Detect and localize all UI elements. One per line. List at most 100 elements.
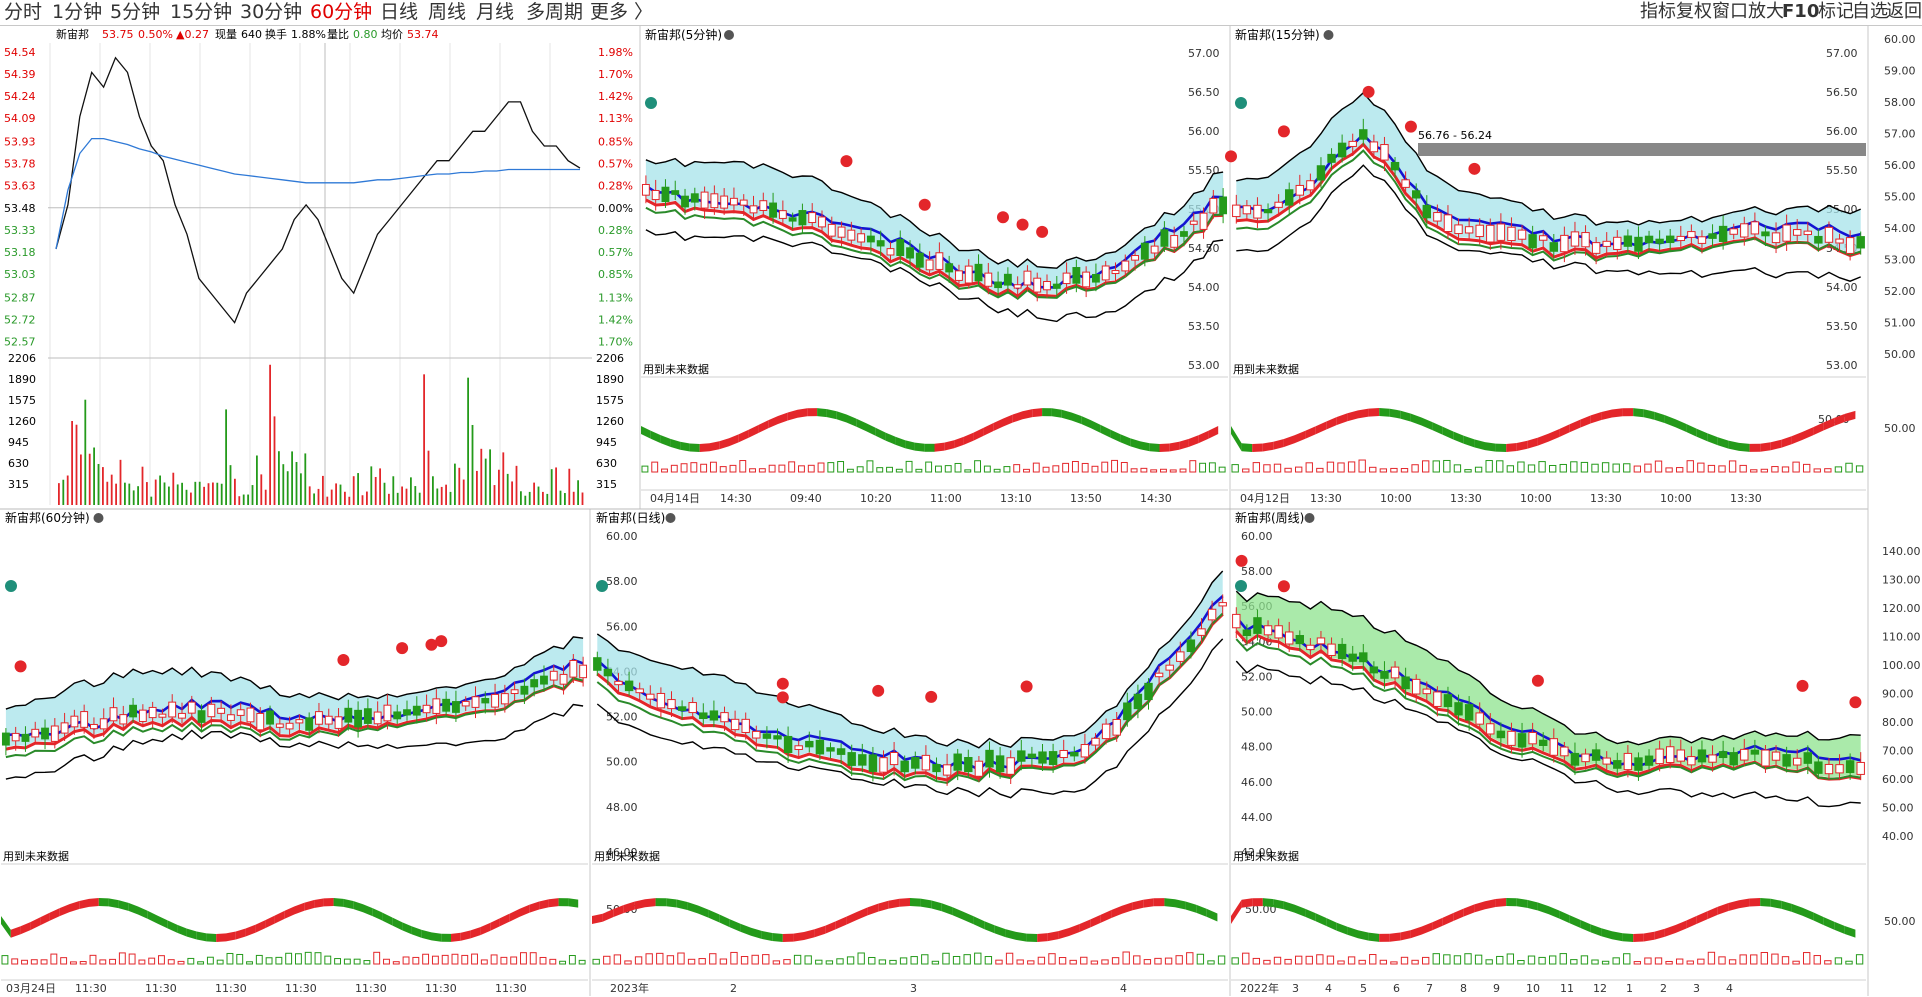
- indicator-wave-segment: [1164, 898, 1175, 908]
- indicator-wave-segment: [857, 907, 868, 920]
- period-tab-30min[interactable]: 30分钟: [240, 1, 303, 23]
- more-arrow-icon[interactable]: 〉: [634, 1, 654, 23]
- signal-badge-icon: [1020, 680, 1033, 693]
- adjust-button[interactable]: 复权: [1676, 1, 1712, 22]
- period-tab-1min[interactable]: 1分钟: [52, 1, 103, 23]
- candle-body: [1771, 751, 1781, 761]
- back-button[interactable]: 返回: [1886, 1, 1922, 22]
- indicator-wave-segment: [1453, 908, 1464, 921]
- volume-tick-label: 2206: [8, 352, 36, 365]
- indicator-wave-segment: [1368, 932, 1380, 942]
- bollinger-lower-line: [1235, 660, 1861, 808]
- indicator-histogram-bar: [730, 951, 738, 965]
- indicator-histogram-bar: [1591, 959, 1599, 965]
- indicator-wave-segment: [761, 930, 773, 941]
- indicator-wave-segment: [689, 443, 700, 452]
- indicator-wave-segment: [1601, 928, 1612, 940]
- volume-bar: [568, 468, 571, 505]
- signal-badge-icon: [1235, 554, 1248, 567]
- candle-body: [1348, 140, 1357, 147]
- buy-signal-icon: [645, 97, 657, 109]
- volume-tick-label: 315: [8, 478, 29, 491]
- indicator-histogram-bar: [634, 956, 643, 965]
- candle-body: [363, 708, 372, 724]
- volume-bar: [194, 481, 197, 505]
- indicator-histogram-bar: [827, 462, 835, 473]
- x-tick-label: 14:30: [1140, 492, 1172, 505]
- indicator-wave-segment: [1474, 901, 1485, 913]
- indicator-histogram-bar: [1273, 463, 1282, 473]
- candle-body: [481, 698, 490, 704]
- indicator-histogram-bar: [1400, 468, 1409, 473]
- indicator-histogram-bar: [392, 961, 400, 965]
- candle-body: [50, 725, 59, 742]
- watchlist-button[interactable]: 自选: [1852, 1, 1888, 22]
- candle-body: [275, 723, 284, 728]
- indicator-histogram-bar: [539, 956, 547, 965]
- indicator-wave-segment: [1110, 429, 1121, 443]
- indicator-histogram-bar: [1390, 961, 1398, 965]
- candle-body: [1517, 229, 1527, 240]
- indicator-histogram-bar: [1728, 959, 1737, 965]
- candle-body: [1729, 752, 1738, 766]
- volume-bar: [352, 476, 355, 505]
- period-tab-more[interactable]: 更多: [590, 1, 629, 23]
- volume-bar: [383, 482, 386, 505]
- ma-green-line: [1236, 149, 1862, 263]
- signal-badge-icon: [425, 638, 438, 651]
- volume-bar: [577, 480, 579, 505]
- indicator-wave-segment: [431, 932, 442, 942]
- indicator-histogram-bar: [1654, 460, 1663, 473]
- indicator-wave-segment: [245, 924, 256, 937]
- signal-badge-icon: [1362, 85, 1375, 98]
- indicator-histogram-bar: [1781, 956, 1790, 965]
- f10-button[interactable]: F10: [1782, 1, 1820, 22]
- pct-tick-label: 0.85%: [598, 136, 633, 149]
- indicator-histogram-bar: [1707, 464, 1716, 473]
- indicator-histogram-bar: [645, 953, 653, 965]
- candle-body: [805, 740, 814, 748]
- zoom-button[interactable]: 放大: [1748, 1, 1784, 22]
- candle-body: [1835, 764, 1844, 774]
- candle-body: [994, 281, 1003, 289]
- candle-body: [1771, 232, 1781, 244]
- period-tab-week[interactable]: 周线: [428, 1, 467, 23]
- period-tab-month[interactable]: 月线: [476, 1, 515, 23]
- period-tab-5min[interactable]: 5分钟: [110, 1, 161, 23]
- candle-body: [1570, 752, 1580, 766]
- candle-body: [520, 685, 529, 695]
- candle-body: [749, 205, 758, 214]
- indicator-wave-segment: [1058, 928, 1069, 940]
- signal-badge-icon: [1277, 125, 1290, 138]
- period-tab-multi[interactable]: 多周期: [526, 1, 584, 23]
- indicator-histogram-bar: [666, 955, 675, 965]
- indicator-histogram-bar: [1432, 953, 1440, 965]
- indicator-histogram-bar: [739, 460, 747, 473]
- indicator-histogram-bar: [603, 955, 611, 965]
- indicator-histogram-bar: [1369, 954, 1377, 965]
- indicator-histogram-bar: [788, 461, 796, 473]
- candle-body: [1539, 235, 1548, 241]
- indicator-histogram-bar: [1242, 952, 1250, 965]
- right-axis-sub-tick: 50.00: [1884, 915, 1916, 928]
- candle-body: [1443, 694, 1453, 708]
- window-button[interactable]: 窗口: [1712, 1, 1748, 22]
- indicator-histogram-bar: [974, 460, 982, 473]
- indicator-wave-segment: [1003, 414, 1013, 427]
- period-tab-timeshare[interactable]: 分时: [4, 1, 43, 23]
- volume-bar: [106, 481, 109, 505]
- period-tab-day[interactable]: 日线: [380, 1, 419, 23]
- volume-bar: [282, 464, 285, 505]
- mark-button[interactable]: 标记: [1818, 1, 1854, 22]
- candle-body: [1242, 629, 1252, 637]
- y-tick-label: 53.50: [1188, 320, 1220, 333]
- period-tab-60min[interactable]: 60分钟: [310, 1, 373, 23]
- candle-body: [1189, 220, 1198, 225]
- period-tab-15min[interactable]: 15分钟: [170, 1, 233, 23]
- candle-body: [1253, 617, 1262, 634]
- indicator-button[interactable]: 指标: [1640, 1, 1676, 22]
- candle-body: [827, 223, 836, 237]
- indicator-wave-segment: [1241, 443, 1253, 452]
- indicator-wave-segment: [1091, 420, 1101, 433]
- pct-tick-label: 0.28%: [598, 180, 633, 193]
